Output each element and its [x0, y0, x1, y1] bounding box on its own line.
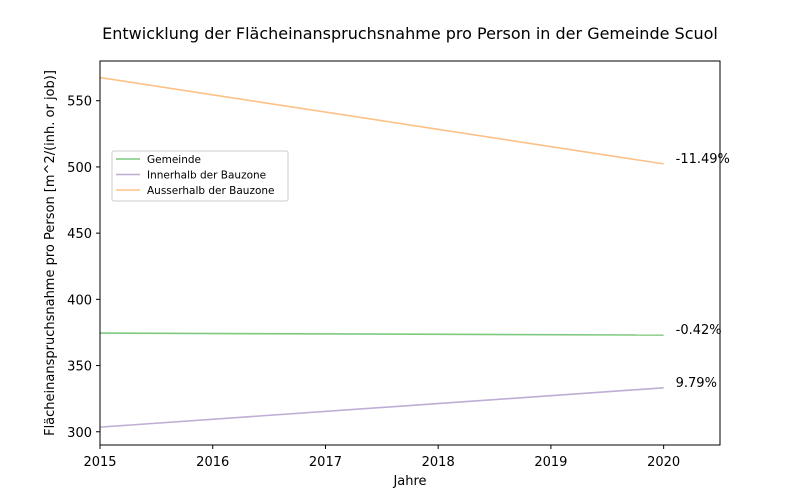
y-tick-label: 350	[67, 360, 92, 375]
y-tick-label: 450	[67, 227, 92, 242]
series-line-3	[99, 76, 664, 165]
y-axis: 300 350 400 450 500 550	[67, 95, 100, 441]
x-tick-label: 2018	[422, 455, 455, 470]
x-tick-label: 2015	[83, 455, 116, 470]
series-annotation-1: -0.42%	[676, 323, 722, 338]
x-axis-label: Jahre	[392, 474, 426, 489]
y-tick-label: 400	[67, 293, 92, 308]
y-axis-label: Flächeinanspruchsnahme pro Person [m^2/(…	[43, 70, 58, 436]
y-tick-label: 500	[67, 161, 92, 176]
legend-label-3: Ausserhalb der Bauzone	[147, 185, 275, 197]
x-tick-label: 2016	[196, 455, 229, 470]
legend-box	[111, 150, 289, 202]
legend-label-2: Innerhalb der Bauzone	[147, 170, 266, 182]
legend: Gemeinde Innerhalb der Bauzone Ausserhalb …	[111, 150, 289, 202]
annotations: -0.42% 9.79% -11.49%	[676, 152, 730, 391]
series-annotation-3: -11.49%	[676, 152, 730, 167]
chart-title: Entwicklung der Flächeinanspruchsnahme p…	[102, 24, 718, 43]
x-tick-label: 2020	[647, 455, 680, 470]
y-tick-label: 550	[67, 95, 92, 110]
series-line-2	[99, 386, 664, 428]
legend-label-1: Gemeinde	[147, 154, 201, 166]
series-annotation-2: 9.79%	[676, 376, 717, 391]
axes-frame	[99, 60, 721, 446]
plot-area	[99, 76, 664, 428]
x-axis: 2015 2016 2017 2018 2019 2020	[83, 445, 680, 470]
x-tick-label: 2019	[534, 455, 567, 470]
series-line-1	[99, 332, 664, 336]
y-tick-label: 300	[67, 426, 92, 441]
x-tick-label: 2017	[309, 455, 342, 470]
